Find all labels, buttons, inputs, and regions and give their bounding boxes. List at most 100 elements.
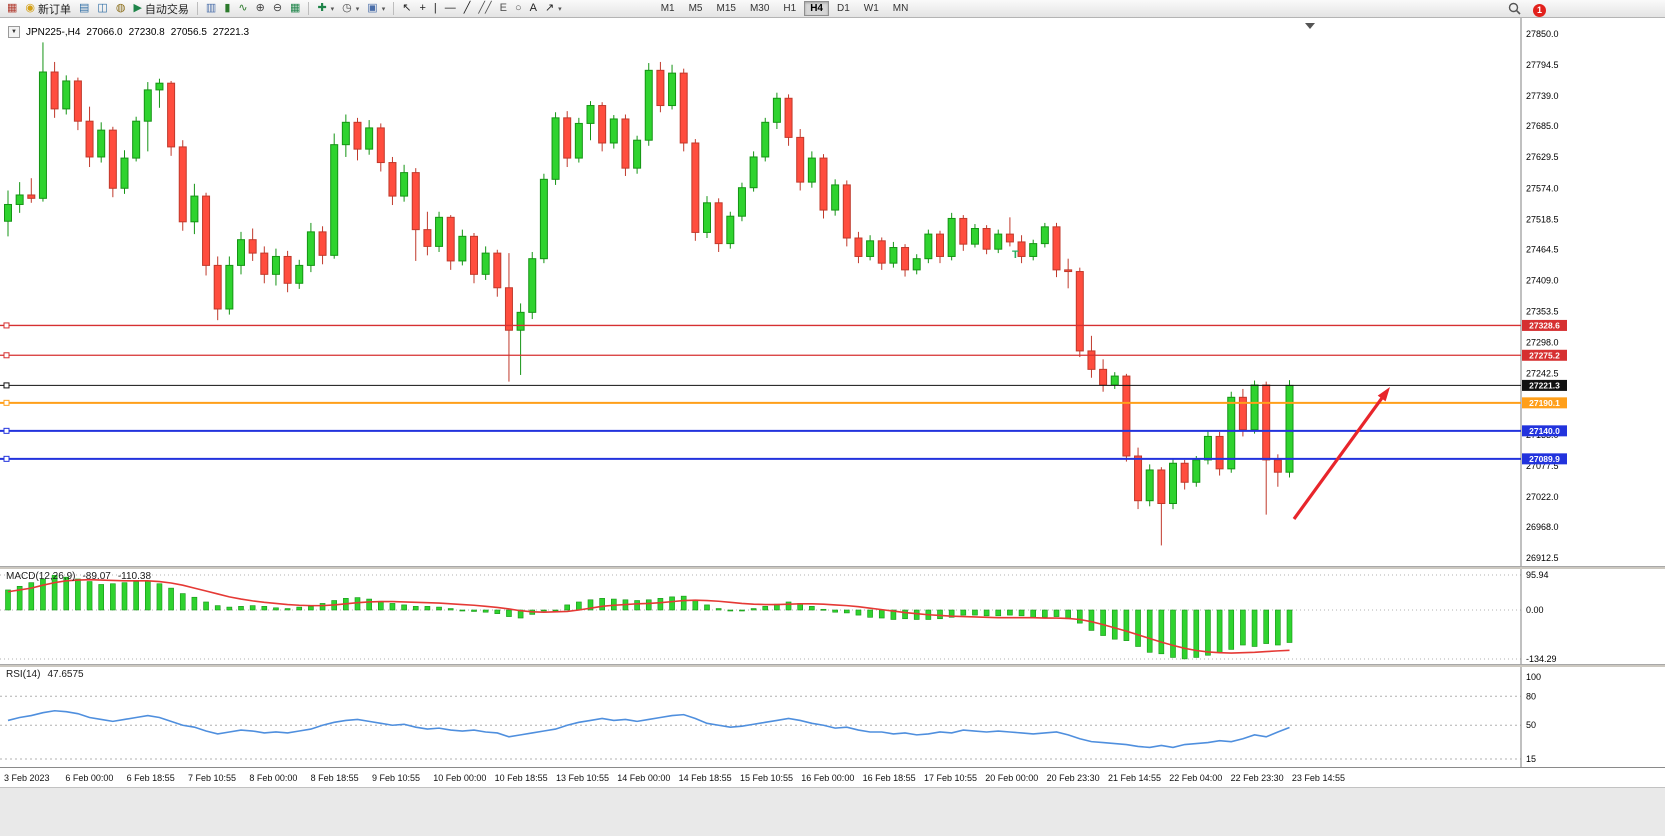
line-handle[interactable] [3, 352, 10, 359]
candle-body [866, 240, 875, 257]
timeframe-m5[interactable]: M5 [688, 3, 703, 14]
line-chart-icon[interactable]: ∿ [234, 1, 251, 17]
macd-name: MACD(12,26,9) [6, 571, 76, 582]
timeframe-m15[interactable]: M15 [716, 3, 736, 14]
price-line-badge [1522, 453, 1567, 465]
close-value: 27221.3 [212, 26, 250, 38]
chart-shift-marker-icon[interactable] [1305, 23, 1315, 29]
periods-icon[interactable]: ◷ ▾ [338, 1, 363, 17]
macd-histogram-bar [308, 606, 314, 611]
chart-window-icon[interactable]: ▦ [3, 1, 21, 17]
candle-body [1052, 226, 1061, 271]
candle-body [1192, 459, 1201, 483]
line-handle[interactable] [3, 382, 10, 389]
timeframe-mn[interactable]: MN [892, 3, 909, 14]
indicators-icon: ✚ [317, 2, 327, 14]
notification-badge[interactable]: 1 [1533, 3, 1546, 17]
candle-body [178, 146, 187, 223]
tile-windows-icon[interactable]: ▦ [286, 1, 304, 17]
search-icon[interactable] [1508, 2, 1521, 18]
line-handle[interactable] [3, 322, 10, 329]
macd-histogram-bar [191, 596, 198, 611]
candle-body [936, 233, 944, 257]
candle-body [1099, 368, 1108, 386]
bar-chart-icon[interactable]: ▥ [202, 1, 220, 17]
line-handle[interactable] [3, 399, 10, 406]
macd-histogram-bar [273, 607, 279, 611]
arrows-icon[interactable]: ↗ ▾ [541, 1, 566, 17]
text-icon[interactable]: A [526, 1, 541, 17]
vertical-line-icon[interactable]: | [430, 1, 441, 17]
time-axis[interactable]: 3 Feb 2023 6 Feb 00:00 6 Feb 18:55 7 Feb 10… [0, 767, 1665, 787]
fibonacci-icon[interactable]: E [496, 1, 511, 17]
crosshair-icon[interactable]: + [415, 1, 429, 17]
candle-body [889, 247, 898, 264]
candle-body [1180, 462, 1189, 483]
channel-icon[interactable]: ╱╱ [474, 1, 495, 17]
macd-histogram-bar [238, 606, 244, 611]
macd-axis-label: 95.94 [1526, 570, 1549, 580]
candle-body [912, 258, 921, 271]
candle-body [1075, 271, 1084, 352]
price-axis-label: 27353.5 [1526, 307, 1559, 317]
macd-histogram-bar [1158, 609, 1165, 655]
macd-histogram-bar [401, 604, 407, 611]
price-axis-label: 27242.5 [1526, 369, 1559, 379]
macd-histogram-bar [1042, 609, 1048, 618]
candle-body [73, 80, 82, 122]
timeframe-h1[interactable]: H1 [783, 3, 797, 14]
macd-histogram-bar [261, 606, 268, 611]
time-axis-label: 16 Feb 00:00 [801, 773, 855, 783]
shapes-icon[interactable]: ○ [511, 1, 526, 17]
macd-histogram-bar [98, 584, 104, 611]
timeframe-w1[interactable]: W1 [863, 3, 879, 14]
market-watch-icon[interactable]: ◫ [93, 1, 111, 17]
candle-body [1157, 469, 1166, 505]
price-line-badge [1522, 349, 1567, 361]
candlestick-chart-icon: ▮ [224, 2, 231, 14]
timeframe-m1[interactable]: M1 [660, 3, 675, 14]
symbol-dropdown-icon[interactable]: ▼ [8, 26, 20, 38]
trend-arrow[interactable] [1292, 392, 1387, 520]
macd-histogram-bar [86, 581, 93, 611]
horizontal-line-icon[interactable]: — [441, 1, 460, 17]
time-axis-label: 8 Feb 00:00 [249, 773, 298, 783]
templates-icon[interactable]: ▣ ▾ [363, 1, 389, 17]
candle-body [737, 187, 746, 217]
new-order-button[interactable]: ◉ 新订单 [21, 1, 75, 17]
macd-histogram-bar [1240, 609, 1246, 646]
macd-histogram-bar [179, 593, 186, 611]
periods-icon: ◷ [342, 2, 352, 14]
candle-body [202, 195, 211, 266]
candle-body [679, 72, 688, 144]
line-chart-icon: ∿ [238, 2, 248, 14]
candle-body [819, 157, 828, 211]
candle-body [283, 255, 292, 284]
candle-body [1262, 384, 1271, 461]
strategy-tester-icon[interactable]: ◍ [112, 1, 130, 17]
timeframe-h4[interactable]: H4 [804, 1, 829, 16]
macd-histogram-bar [1100, 609, 1106, 636]
zoom-in-icon[interactable]: ⊕ [252, 1, 269, 17]
candle-body [143, 89, 152, 122]
cursor-icon[interactable]: ↖ [398, 1, 415, 17]
trendline-icon[interactable]: ╱ [460, 1, 475, 17]
horizontal-line-icon: — [444, 2, 456, 14]
indicators-icon[interactable]: ✚ ▾ [313, 1, 338, 17]
price-chart-canvas[interactable]: 27850.0 27794.5 27739.0 27685.0 27629.5 27574… [0, 18, 1665, 566]
chart-text-marker[interactable]: T [1012, 249, 1019, 261]
line-handle[interactable] [3, 455, 10, 462]
zoom-in-icon: ⊕ [255, 2, 265, 14]
timeframe-m30[interactable]: M30 [749, 3, 770, 14]
line-handle[interactable] [3, 427, 10, 434]
candlestick-chart-icon[interactable]: ▮ [220, 1, 234, 17]
panel-splitter[interactable] [0, 566, 1665, 569]
chart-profiles-icon[interactable]: ▤ [75, 1, 93, 17]
candle-body [621, 118, 630, 169]
panel-splitter[interactable] [0, 664, 1665, 667]
timeframe-d1[interactable]: D1 [837, 3, 850, 14]
candle-body [353, 121, 362, 150]
candle-body [341, 121, 350, 146]
zoom-out-icon[interactable]: ⊖ [269, 1, 286, 17]
autotrading-button[interactable]: ▶ 自动交易 [129, 1, 192, 17]
